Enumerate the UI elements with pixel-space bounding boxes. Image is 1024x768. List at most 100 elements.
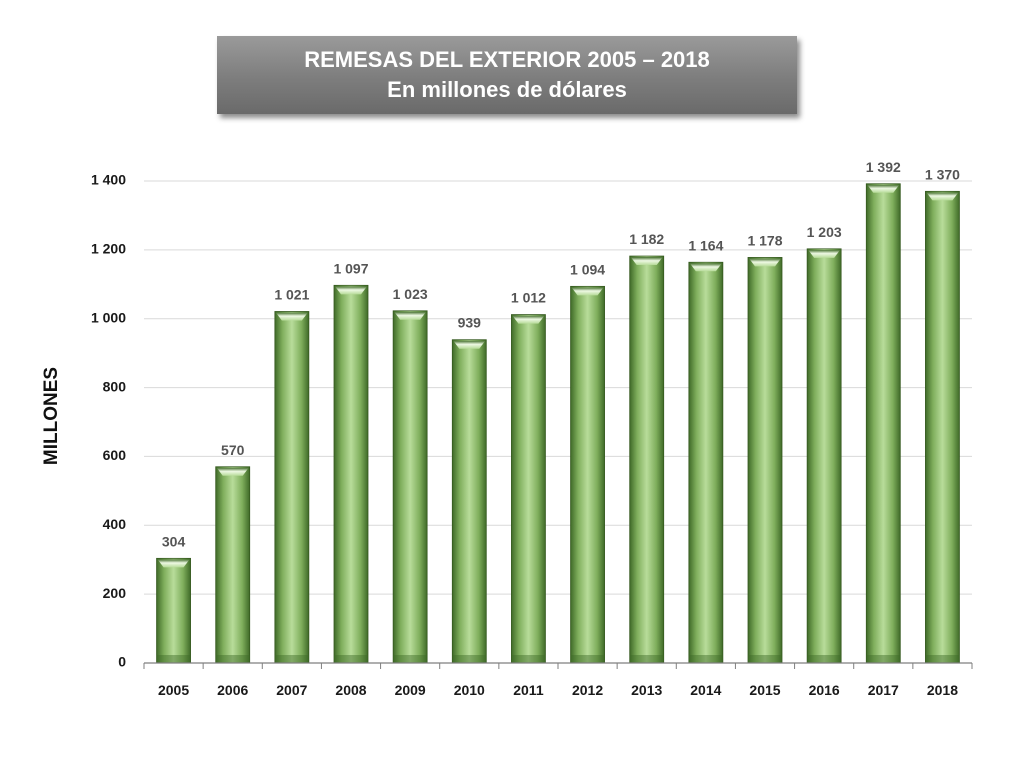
- x-tick-label: 2005: [158, 682, 189, 698]
- bar-highlight: [630, 257, 663, 266]
- bar-2011: [511, 314, 546, 664]
- bar-highlight: [571, 287, 604, 296]
- bar-base-shadow: [334, 655, 368, 663]
- data-labels: 304 570 1 021 1 097 1 023 939 1 012 1 094 1 182 1…: [162, 159, 960, 550]
- data-label: 1 203: [807, 224, 842, 240]
- bar-highlight: [335, 286, 367, 295]
- x-tick-label: 2016: [809, 682, 840, 698]
- bar-base-shadow: [452, 655, 487, 663]
- y-tick-label: 0: [118, 654, 126, 670]
- y-tick-label: 600: [103, 447, 127, 463]
- bar-highlight: [216, 467, 249, 476]
- bar-2005: [156, 557, 191, 664]
- y-axis-ticks: 0 200 400 600 800 1 000 1 200 1 400: [91, 172, 126, 670]
- bars: [156, 183, 960, 664]
- y-tick-label: 200: [103, 585, 127, 601]
- data-label: 570: [221, 442, 245, 458]
- chart-title: REMESAS DEL EXTERIOR 2005 – 2018: [304, 47, 710, 72]
- bar-2010: [451, 339, 487, 664]
- bar-highlight: [749, 258, 781, 267]
- bar-highlight: [926, 192, 959, 201]
- bar-highlight: [867, 184, 900, 193]
- bar-body: [274, 311, 310, 664]
- bar-highlight: [512, 315, 545, 324]
- bar-highlight: [394, 311, 427, 320]
- bar-2013: [629, 255, 665, 664]
- bar-2016: [806, 248, 842, 664]
- data-label: 1 370: [925, 166, 960, 182]
- x-tick-label: 2008: [335, 682, 366, 698]
- x-tick-label: 2015: [749, 682, 780, 698]
- y-tick-label: 800: [103, 378, 127, 394]
- bar-base-shadow: [156, 655, 191, 663]
- data-label: 1 182: [629, 231, 664, 247]
- bar-highlight: [157, 559, 190, 568]
- data-label: 1 178: [747, 232, 782, 248]
- bar-body: [511, 314, 546, 664]
- x-tick-label: 2010: [454, 682, 485, 698]
- bar-base-shadow: [274, 655, 309, 663]
- x-tick-label: 2007: [276, 682, 307, 698]
- chart-subtitle: En millones de dólares: [387, 77, 627, 102]
- y-axis-label: MILLONES: [41, 367, 62, 465]
- bar-body: [806, 248, 842, 664]
- bar-body: [215, 466, 251, 664]
- bar-2014: [688, 261, 724, 664]
- x-axis-ticks: 2005 2006 2007 2008 2009 2010 2011 2012 2013 2014…: [143, 663, 973, 698]
- x-tick-label: 2018: [927, 682, 958, 698]
- data-label: 1 012: [511, 290, 546, 306]
- x-tick-label: 2013: [631, 682, 662, 698]
- bar-base-shadow: [748, 655, 782, 663]
- data-label: 1 023: [393, 286, 428, 302]
- bar-base-shadow: [925, 655, 960, 663]
- bar-2006: [215, 466, 251, 664]
- y-tick-label: 400: [103, 516, 127, 532]
- bar-base-shadow: [629, 655, 664, 663]
- bar-2012: [570, 285, 605, 664]
- bar-highlight: [275, 312, 308, 321]
- bar-body: [451, 339, 487, 664]
- data-label: 1 094: [570, 261, 605, 277]
- x-tick-label: 2009: [395, 682, 426, 698]
- y-tick-label: 1 400: [91, 172, 126, 188]
- bar-highlight: [808, 249, 841, 258]
- chart-title-box: REMESAS DEL EXTERIOR 2005 – 2018 En mill…: [217, 36, 797, 114]
- bar-body: [865, 183, 901, 664]
- bar-body: [333, 284, 369, 664]
- data-label: 1 021: [274, 286, 309, 302]
- data-label: 939: [458, 315, 482, 331]
- bar-2007: [274, 311, 310, 664]
- data-label: 304: [162, 533, 186, 549]
- bar-2015: [747, 257, 783, 664]
- data-label: 1 164: [688, 237, 723, 253]
- bar-body: [747, 257, 783, 664]
- bar-2017: [865, 183, 901, 664]
- bar-body: [156, 557, 191, 664]
- x-tick-label: 2011: [513, 682, 544, 698]
- y-tick-label: 1 200: [91, 241, 126, 257]
- x-tick-label: 2006: [217, 682, 248, 698]
- bar-2009: [392, 310, 428, 664]
- bar-base-shadow: [807, 655, 842, 663]
- bar-base-shadow: [688, 655, 723, 663]
- bar-base-shadow: [393, 655, 428, 663]
- x-tick-label: 2012: [572, 682, 603, 698]
- gridlines: [144, 180, 972, 595]
- bar-body: [925, 190, 960, 664]
- bar-base-shadow: [866, 655, 901, 663]
- bar-base-shadow: [511, 655, 546, 663]
- y-tick-label: 1 000: [91, 309, 126, 325]
- bar-2018: [925, 190, 960, 664]
- bar-highlight: [453, 340, 486, 349]
- bar-highlight: [689, 263, 722, 272]
- data-label: 1 392: [866, 159, 901, 175]
- x-tick-label: 2014: [690, 682, 721, 698]
- bar-2008: [333, 284, 369, 664]
- x-tick-label: 2017: [868, 682, 899, 698]
- bar-body: [392, 310, 428, 664]
- data-label: 1 097: [333, 260, 368, 276]
- bar-base-shadow: [215, 655, 250, 663]
- bar-body: [688, 261, 724, 664]
- bar-body: [570, 285, 605, 664]
